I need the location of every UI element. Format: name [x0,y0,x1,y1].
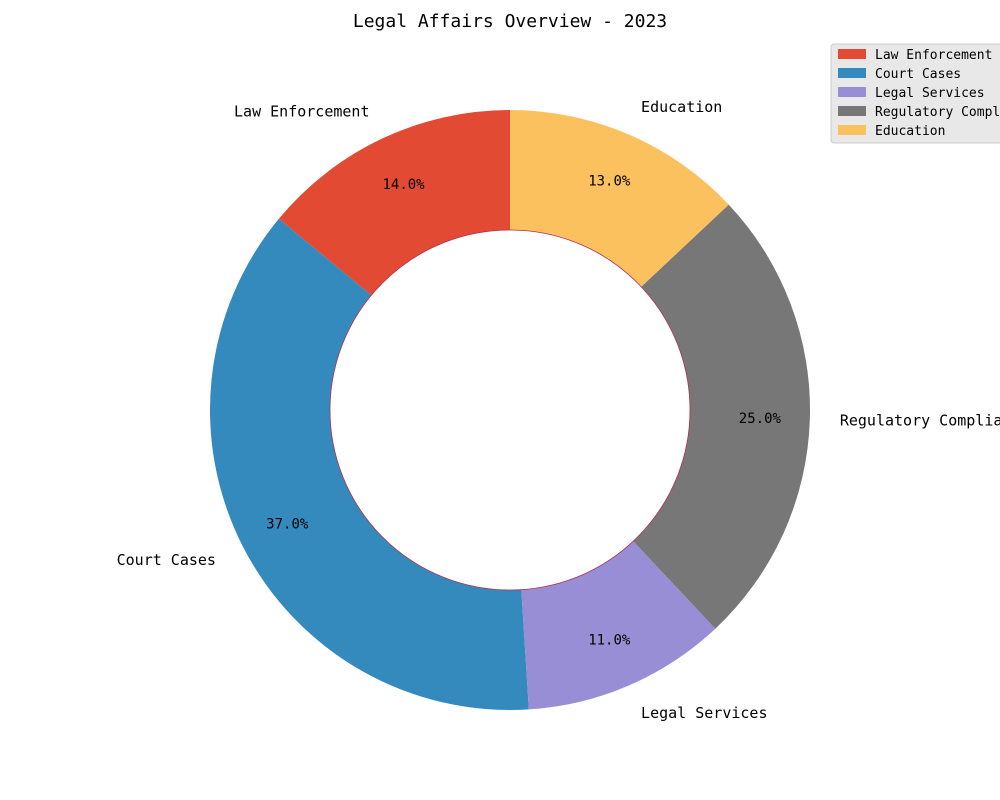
legend-swatch-law-enforcement [838,49,866,59]
percent-labels-group: 14.0% 37.0% 11.0% 25.0% 13.0% [266,174,781,649]
slice-labels-group: Law Enforcement Court Cases Legal Services… [117,98,1000,722]
legend-label-education: Education [875,124,945,139]
chart-title: Legal Affairs Overview - 2023 [353,11,667,32]
legend-swatch-legal-services [838,87,866,97]
legend: Law Enforcement Court Cases Legal Services… [830,43,1000,144]
legend-label-law-enforcement: Law Enforcement [875,48,992,63]
slice-label-court-cases: Court Cases [117,551,216,569]
slice-law-enforcement [278,110,510,296]
legend-label-legal-services: Legal Services [875,86,985,101]
slice-regulatory-compliance [633,204,810,629]
legend-label-court-cases: Court Cases [875,67,961,82]
slice-label-regulatory-compliance: Regulatory Compliance [840,411,1000,429]
slice-label-legal-services: Legal Services [641,704,767,722]
slice-education [510,110,729,287]
legend-swatch-regulatory-compliance [838,106,866,116]
legend-swatch-court-cases [838,68,866,78]
percent-label-education: 13.0% [588,174,631,190]
legend-background [830,43,1000,144]
slice-legal-services [521,541,716,710]
percent-label-law-enforcement: 14.0% [382,177,425,193]
percent-label-regulatory-compliance: 25.0% [739,411,782,427]
slices-group [210,110,810,710]
slice-court-cases [210,218,529,710]
donut-hole [329,229,691,591]
legend-swatch-education [838,125,866,135]
legend-label-regulatory-compliance: Regulatory Compliance [875,105,1000,120]
percent-label-legal-services: 11.0% [588,632,631,648]
percent-label-court-cases: 37.0% [266,516,309,532]
slice-label-education: Education [641,98,722,116]
slice-label-law-enforcement: Law Enforcement [234,102,369,120]
